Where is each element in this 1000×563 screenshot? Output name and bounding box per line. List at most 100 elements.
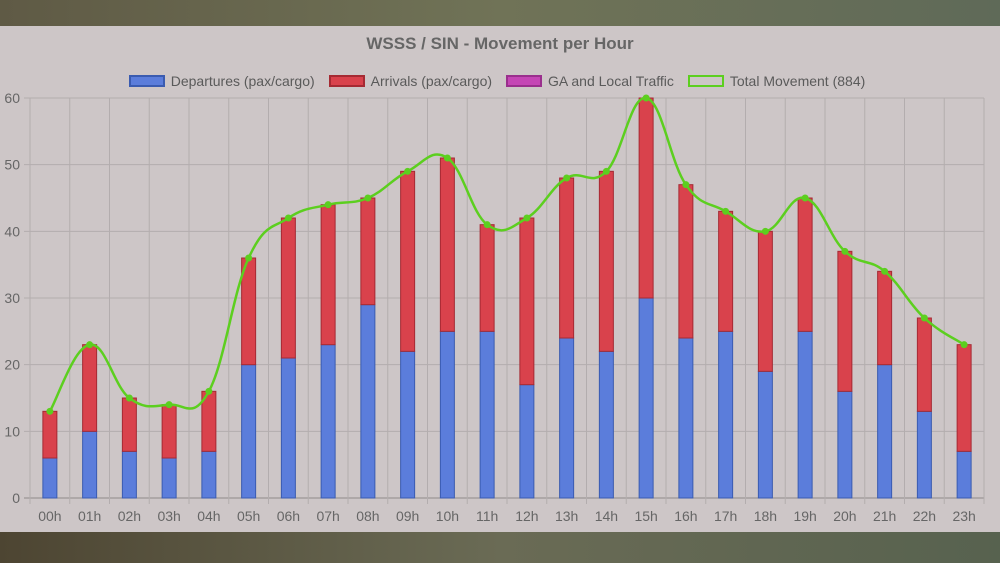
legend-label-departures: Departures (pax/cargo)	[170, 73, 315, 89]
bar-departures	[280, 357, 296, 499]
total-movement-point	[960, 341, 968, 349]
bar-departures	[916, 410, 932, 499]
legend-swatch-departures	[128, 75, 165, 87]
legend-item-total[interactable]: Total Movement (884)	[687, 73, 865, 89]
total-movement-point	[841, 247, 849, 255]
total-movement-point	[523, 214, 531, 222]
bar-departures	[82, 430, 98, 499]
x-tick-label: 23h	[952, 508, 975, 524]
x-tick-label: 00h	[38, 508, 61, 524]
total-movement-point	[324, 201, 332, 209]
x-tick-label: 05h	[237, 508, 260, 524]
bar-departures	[400, 350, 416, 499]
bar-arrivals	[718, 210, 734, 332]
chart-title: WSSS / SIN - Movement per Hour	[366, 34, 634, 53]
bar-arrivals	[479, 224, 495, 332]
bar-arrivals	[280, 217, 296, 359]
total-movement-point	[563, 174, 571, 182]
bar-arrivals	[400, 170, 416, 352]
x-tick-label: 12h	[515, 508, 538, 524]
total-movement-point	[205, 387, 213, 395]
total-movement-point	[125, 394, 133, 402]
total-movement-point	[602, 167, 610, 175]
legend-swatch-ga-local	[506, 75, 543, 87]
total-movement-point	[920, 314, 928, 322]
bar-arrivals	[161, 404, 177, 459]
bar-departures	[320, 344, 336, 499]
total-movement-point	[881, 267, 889, 275]
total-movement-point	[483, 221, 491, 229]
bar-departures	[241, 364, 257, 499]
y-tick-label: 10	[4, 423, 20, 439]
legend-item-departures[interactable]: Departures (pax/cargo)	[128, 73, 315, 89]
x-tick-label: 20h	[833, 508, 856, 524]
bar-departures	[837, 390, 853, 499]
bar-arrivals	[956, 344, 972, 452]
bar-arrivals	[519, 217, 535, 386]
x-tick-label: 19h	[793, 508, 816, 524]
legend-label-arrivals: Arrivals (pax/cargo)	[370, 73, 493, 89]
x-tick-label: 18h	[754, 508, 777, 524]
y-tick-label: 0	[12, 490, 20, 506]
total-movement-point	[722, 207, 730, 215]
total-movement-point	[165, 401, 173, 409]
x-tick-label: 22h	[913, 508, 936, 524]
x-tick-label: 07h	[316, 508, 339, 524]
bar-departures	[638, 297, 654, 499]
legend-item-arrivals[interactable]: Arrivals (pax/cargo)	[328, 73, 493, 89]
x-tick-label: 08h	[356, 508, 379, 524]
x-tick-label: 14h	[595, 508, 618, 524]
total-movement-point	[443, 154, 451, 162]
bar-departures	[42, 457, 58, 499]
bar-arrivals	[360, 197, 376, 306]
x-tick-label: 09h	[396, 508, 419, 524]
bar-arrivals	[559, 177, 575, 339]
legend-item-ga-local[interactable]: GA and Local Traffic	[506, 73, 674, 89]
bar-departures	[797, 330, 813, 499]
legend-swatch-arrivals	[328, 75, 365, 87]
bar-arrivals	[757, 230, 773, 372]
bar-departures	[479, 330, 495, 499]
bar-arrivals	[837, 250, 853, 392]
total-movement-point	[642, 94, 650, 102]
x-tick-label: 21h	[873, 508, 896, 524]
total-movement-point	[284, 214, 292, 222]
total-movement-point	[801, 194, 809, 202]
movement-chart: 0 10 20 30 40 50 60 00h 01h 02h 03h 04h 05h 06h 07h 08h…	[4, 90, 985, 524]
bar-arrivals	[439, 157, 455, 332]
background-top-strip	[0, 0, 1000, 26]
bar-departures	[678, 337, 694, 499]
x-tick-label: 15h	[634, 508, 657, 524]
x-tick-label: 02h	[118, 508, 141, 524]
x-tick-label: 16h	[674, 508, 697, 524]
bar-departures	[439, 330, 455, 499]
legend-label-ga-local: GA and Local Traffic	[548, 73, 674, 89]
background-bottom-strip	[0, 532, 1000, 563]
bar-arrivals	[638, 97, 654, 299]
total-movement-point	[761, 227, 769, 235]
total-movement-point	[364, 194, 372, 202]
bar-departures	[519, 384, 535, 499]
bar-arrivals	[320, 204, 336, 346]
total-movement-point	[245, 254, 253, 262]
bar-departures	[121, 450, 137, 499]
total-movement-point	[46, 407, 54, 415]
x-tick-label: 10h	[436, 508, 459, 524]
x-tick-label: 03h	[157, 508, 180, 524]
x-tick-label: 13h	[555, 508, 578, 524]
y-tick-label: 50	[4, 157, 20, 173]
chart-panel: WSSS / SIN - Movement per Hour Departure…	[0, 26, 1000, 532]
y-tick-label: 60	[4, 90, 20, 106]
bar-departures	[718, 330, 734, 499]
bar-arrivals	[598, 170, 614, 352]
bar-arrivals	[678, 184, 694, 339]
chart-legend: Departures (pax/cargo) Arrivals (pax/car…	[0, 70, 1000, 92]
bar-departures	[161, 457, 177, 499]
bar-departures	[201, 450, 217, 499]
bar-departures	[360, 304, 376, 499]
bar-arrivals	[916, 317, 932, 412]
total-movement-point	[86, 341, 94, 349]
bar-arrivals	[121, 397, 137, 452]
total-movement-point	[404, 167, 412, 175]
x-tick-label: 06h	[277, 508, 300, 524]
